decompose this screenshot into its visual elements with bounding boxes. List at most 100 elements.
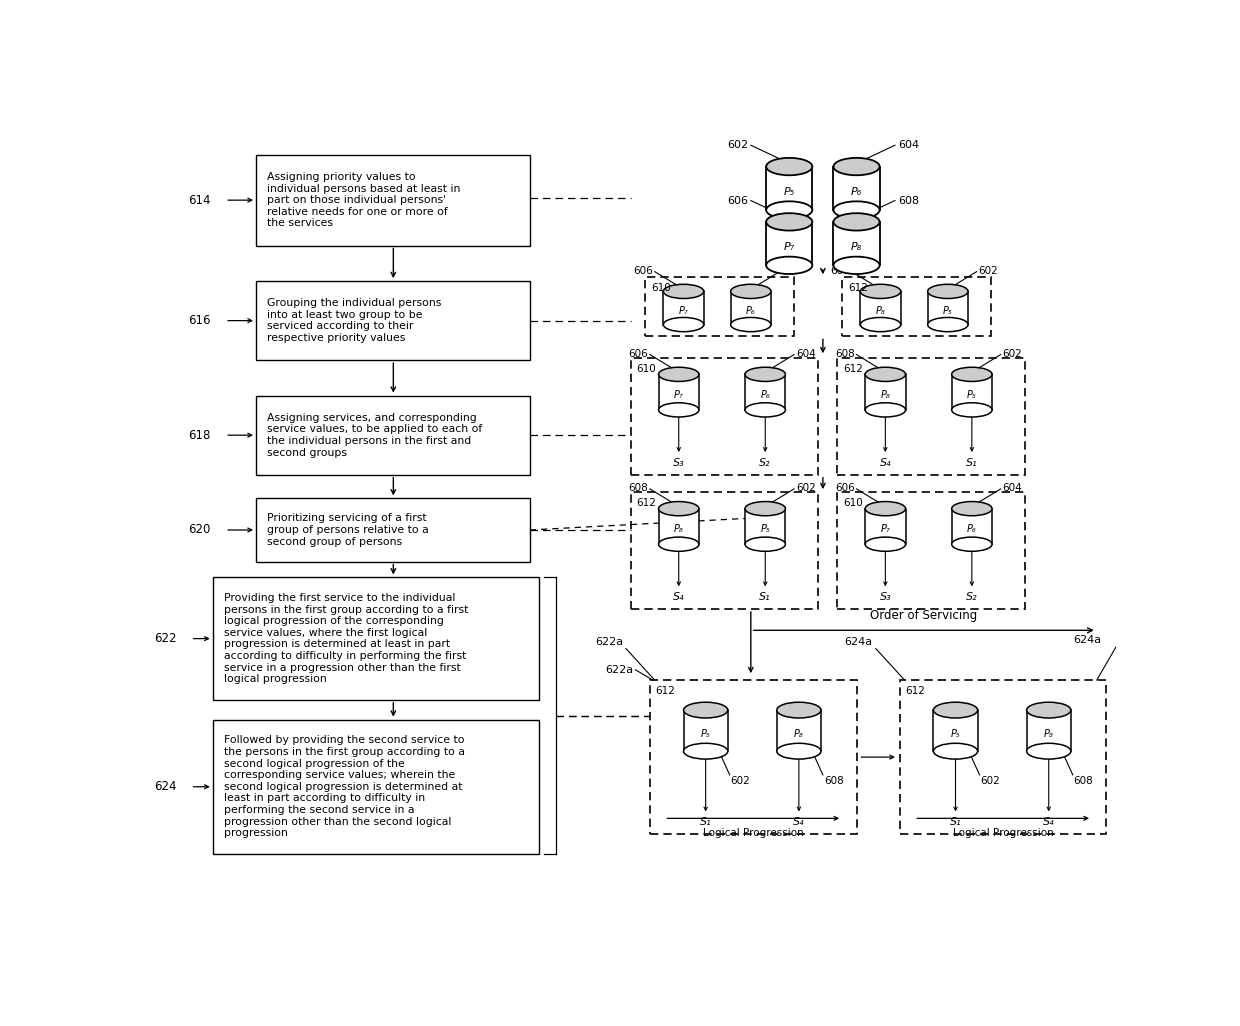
Ellipse shape <box>745 502 785 516</box>
Text: 606: 606 <box>835 483 854 494</box>
Ellipse shape <box>683 702 728 718</box>
Text: P₅: P₅ <box>967 390 977 400</box>
Text: 606: 606 <box>629 349 649 359</box>
Polygon shape <box>766 166 812 210</box>
Text: S₄: S₄ <box>673 592 684 602</box>
Text: Logical Progression: Logical Progression <box>952 828 1054 838</box>
Text: P₇: P₇ <box>673 390 683 400</box>
Text: S₄: S₄ <box>879 458 892 468</box>
Ellipse shape <box>928 317 968 331</box>
Polygon shape <box>745 374 785 410</box>
Bar <box>255 155 529 245</box>
Text: P₆: P₆ <box>760 390 770 400</box>
Polygon shape <box>866 374 905 410</box>
Ellipse shape <box>730 317 771 331</box>
Text: 604: 604 <box>1003 483 1022 494</box>
Text: Providing the first service to the individual
persons in the first group accordi: Providing the first service to the indiv… <box>224 593 469 684</box>
Text: S₄: S₄ <box>1043 818 1054 827</box>
Ellipse shape <box>658 403 699 417</box>
Bar <box>650 680 857 834</box>
Ellipse shape <box>866 403 905 417</box>
Ellipse shape <box>658 537 699 551</box>
Text: 606: 606 <box>727 196 748 205</box>
Polygon shape <box>766 222 812 266</box>
Text: 610: 610 <box>651 283 671 293</box>
Text: P₅: P₅ <box>784 187 795 197</box>
Bar <box>255 281 529 360</box>
Ellipse shape <box>833 158 879 175</box>
Text: 616: 616 <box>188 314 211 327</box>
Text: Followed by providing the second service to
the persons in the first group accor: Followed by providing the second service… <box>224 736 465 838</box>
Ellipse shape <box>951 367 992 382</box>
Text: S₂: S₂ <box>966 592 977 602</box>
Text: S₂: S₂ <box>759 458 771 468</box>
Text: P₅: P₅ <box>951 728 961 739</box>
Text: 612: 612 <box>636 499 656 508</box>
Text: P₅: P₅ <box>760 524 770 535</box>
Text: Assigning services, and corresponding
service values, to be applied to each of
t: Assigning services, and corresponding se… <box>268 412 482 458</box>
Text: 602: 602 <box>981 777 1001 787</box>
Text: 624a: 624a <box>1074 634 1101 644</box>
Text: 602: 602 <box>1003 349 1022 359</box>
Ellipse shape <box>866 367 905 382</box>
Ellipse shape <box>658 502 699 516</box>
Bar <box>255 396 529 475</box>
Text: P₆: P₆ <box>851 187 862 197</box>
Text: P₈: P₈ <box>880 390 890 400</box>
Text: S₁: S₁ <box>699 818 712 827</box>
Bar <box>213 578 539 700</box>
Ellipse shape <box>833 201 879 219</box>
Polygon shape <box>1027 710 1071 751</box>
Text: Assigning priority values to
individual persons based at least in
part on those : Assigning priority values to individual … <box>268 172 461 229</box>
Ellipse shape <box>951 502 992 516</box>
Text: P₆: P₆ <box>967 524 977 535</box>
Text: 608: 608 <box>898 196 919 205</box>
Text: P₈: P₈ <box>1044 728 1054 739</box>
Polygon shape <box>663 291 704 324</box>
Text: 602: 602 <box>796 483 816 494</box>
Ellipse shape <box>745 403 785 417</box>
Text: 618: 618 <box>188 429 211 441</box>
Ellipse shape <box>861 317 900 331</box>
Bar <box>842 277 991 337</box>
Text: 622a: 622a <box>605 665 634 675</box>
Bar <box>631 492 818 609</box>
Polygon shape <box>833 222 879 266</box>
Text: P₈: P₈ <box>875 306 885 316</box>
Ellipse shape <box>833 256 879 274</box>
Ellipse shape <box>730 284 771 299</box>
Polygon shape <box>683 710 728 751</box>
Polygon shape <box>730 291 771 324</box>
Text: 624a: 624a <box>844 637 873 647</box>
Text: S₃: S₃ <box>879 592 892 602</box>
Ellipse shape <box>766 256 812 274</box>
Bar <box>255 499 529 561</box>
Ellipse shape <box>663 284 704 299</box>
Text: 608: 608 <box>823 777 843 787</box>
Ellipse shape <box>766 213 812 231</box>
Text: 602: 602 <box>978 266 998 276</box>
Ellipse shape <box>866 537 905 551</box>
Ellipse shape <box>745 367 785 382</box>
Text: 612: 612 <box>848 283 868 293</box>
Text: 608: 608 <box>1074 777 1094 787</box>
Ellipse shape <box>934 702 977 718</box>
Bar <box>837 492 1024 609</box>
Bar <box>645 277 794 337</box>
Text: S₄: S₄ <box>794 818 805 827</box>
Text: 604: 604 <box>796 349 816 359</box>
Text: 608: 608 <box>629 483 649 494</box>
Ellipse shape <box>833 213 879 231</box>
Ellipse shape <box>1027 743 1071 759</box>
Bar <box>631 358 818 475</box>
Text: P₈: P₈ <box>673 524 683 535</box>
Bar <box>837 358 1024 475</box>
Ellipse shape <box>866 502 905 516</box>
Polygon shape <box>658 374 699 410</box>
Text: 614: 614 <box>188 194 211 206</box>
Text: S₁: S₁ <box>966 458 977 468</box>
Text: 622: 622 <box>154 632 176 645</box>
Text: P₆: P₆ <box>746 306 755 316</box>
Bar <box>900 680 1106 834</box>
Polygon shape <box>951 374 992 410</box>
